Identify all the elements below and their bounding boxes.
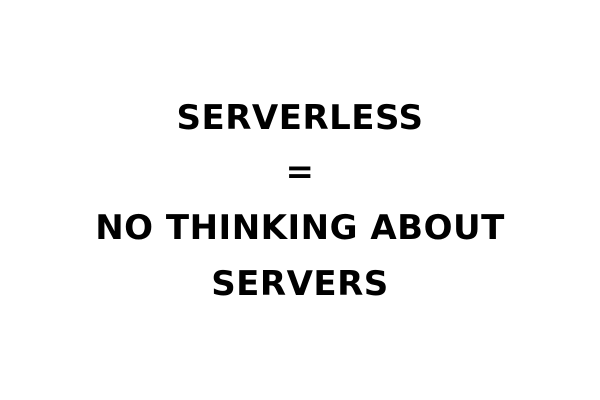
headline-serverless: SERVERLESS [176,98,424,138]
headline-no-thinking-about: NO THINKING ABOUT [95,208,505,248]
headline-servers: SERVERS [211,264,389,304]
equals-sign: = [285,152,315,192]
